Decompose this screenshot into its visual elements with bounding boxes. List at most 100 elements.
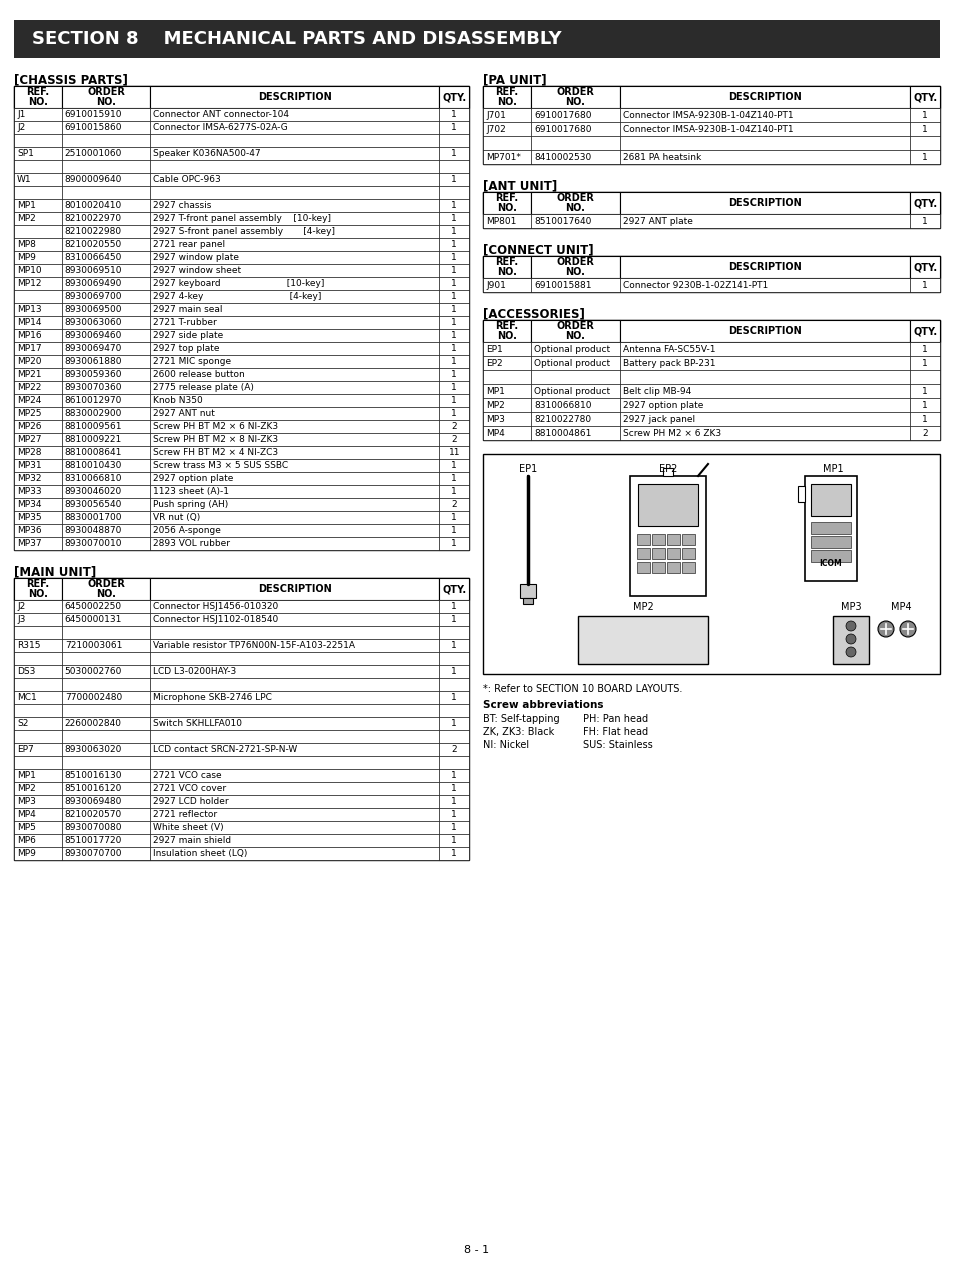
Bar bbox=[14, 499, 62, 511]
Bar bbox=[619, 412, 909, 426]
Text: 2: 2 bbox=[922, 429, 927, 438]
Bar bbox=[439, 743, 469, 756]
Text: MP10: MP10 bbox=[17, 266, 42, 275]
Bar bbox=[909, 370, 939, 384]
Text: Optional product: Optional product bbox=[534, 387, 610, 396]
Text: 2: 2 bbox=[451, 500, 456, 509]
Bar bbox=[531, 356, 619, 370]
Bar bbox=[14, 265, 62, 277]
Bar bbox=[151, 173, 439, 186]
Bar bbox=[439, 382, 469, 394]
Bar bbox=[439, 717, 469, 730]
Bar bbox=[151, 212, 439, 225]
Bar bbox=[62, 446, 151, 459]
Bar bbox=[810, 550, 850, 562]
Text: DESCRIPTION: DESCRIPTION bbox=[727, 262, 801, 272]
Bar bbox=[531, 426, 619, 440]
Text: 2721 rear panel: 2721 rear panel bbox=[153, 240, 226, 249]
Text: 8930069470: 8930069470 bbox=[65, 343, 122, 354]
Text: LCD contact SRCN-2721-SP-N-W: LCD contact SRCN-2721-SP-N-W bbox=[153, 745, 297, 754]
Bar bbox=[62, 329, 151, 342]
Text: 8930070700: 8930070700 bbox=[65, 848, 122, 859]
Text: 2721 MIC sponge: 2721 MIC sponge bbox=[153, 357, 232, 366]
Text: REF.: REF. bbox=[27, 86, 50, 97]
Text: 1: 1 bbox=[451, 641, 456, 650]
Text: Variable resistor TP76N00N-15F-A103-2251A: Variable resistor TP76N00N-15F-A103-2251… bbox=[153, 641, 355, 650]
Text: Screw PH BT M2 × 6 NI-ZK3: Screw PH BT M2 × 6 NI-ZK3 bbox=[153, 422, 278, 431]
Text: NO.: NO. bbox=[28, 97, 48, 107]
Bar bbox=[439, 665, 469, 678]
Bar bbox=[439, 303, 469, 315]
Text: MP4: MP4 bbox=[17, 810, 35, 819]
Text: 6910015910: 6910015910 bbox=[65, 109, 122, 120]
Text: 8930069500: 8930069500 bbox=[65, 305, 122, 314]
Text: MP22: MP22 bbox=[17, 383, 41, 392]
Text: 2600 release button: 2600 release button bbox=[153, 370, 245, 379]
Bar bbox=[439, 355, 469, 368]
Bar bbox=[578, 616, 707, 664]
Text: 1: 1 bbox=[922, 111, 927, 120]
Text: EP7: EP7 bbox=[17, 745, 33, 754]
Bar bbox=[909, 426, 939, 440]
Bar bbox=[439, 420, 469, 432]
Text: QTY.: QTY. bbox=[912, 326, 936, 336]
Bar bbox=[14, 653, 62, 665]
Bar bbox=[151, 459, 439, 472]
Text: 2927 ANT nut: 2927 ANT nut bbox=[153, 410, 215, 418]
Text: MP2: MP2 bbox=[485, 401, 504, 410]
Bar bbox=[14, 315, 62, 329]
Bar bbox=[531, 108, 619, 122]
Bar bbox=[439, 225, 469, 238]
Bar bbox=[151, 730, 439, 743]
Bar bbox=[482, 342, 531, 356]
Bar bbox=[14, 432, 62, 446]
Bar bbox=[151, 782, 439, 795]
Bar bbox=[14, 394, 62, 407]
Bar bbox=[909, 214, 939, 228]
Bar bbox=[151, 225, 439, 238]
Text: DESCRIPTION: DESCRIPTION bbox=[727, 92, 801, 102]
Bar bbox=[62, 108, 151, 121]
Bar bbox=[651, 562, 664, 572]
Bar bbox=[62, 225, 151, 238]
Text: MP9: MP9 bbox=[17, 253, 36, 262]
Text: NO.: NO. bbox=[497, 97, 517, 107]
Text: 1: 1 bbox=[451, 719, 456, 728]
Text: Microphone SKB-2746 LPC: Microphone SKB-2746 LPC bbox=[153, 693, 273, 702]
Bar bbox=[14, 186, 62, 198]
Bar bbox=[14, 277, 62, 290]
Text: 1: 1 bbox=[451, 487, 456, 496]
Text: Connector IMSA-6277S-02A-G: Connector IMSA-6277S-02A-G bbox=[153, 123, 288, 132]
Bar bbox=[62, 394, 151, 407]
Text: 7210003061: 7210003061 bbox=[65, 641, 122, 650]
Bar bbox=[62, 782, 151, 795]
Text: MP36: MP36 bbox=[17, 527, 42, 536]
Bar bbox=[62, 238, 151, 251]
Bar bbox=[62, 678, 151, 691]
Bar bbox=[62, 160, 151, 173]
Bar bbox=[832, 616, 868, 664]
Text: 1: 1 bbox=[451, 214, 456, 223]
Text: Screw PH BT M2 × 8 NI-ZK3: Screw PH BT M2 × 8 NI-ZK3 bbox=[153, 435, 278, 444]
Text: 1: 1 bbox=[451, 667, 456, 675]
Bar bbox=[619, 256, 909, 279]
Bar bbox=[439, 770, 469, 782]
Bar bbox=[681, 534, 695, 544]
Bar bbox=[14, 225, 62, 238]
Bar bbox=[439, 86, 469, 108]
Bar bbox=[14, 485, 62, 499]
Text: QTY.: QTY. bbox=[912, 92, 936, 102]
Bar bbox=[482, 384, 531, 398]
Bar bbox=[151, 511, 439, 524]
Bar bbox=[151, 600, 439, 613]
Bar bbox=[482, 256, 939, 293]
Text: MC1: MC1 bbox=[17, 693, 37, 702]
Bar bbox=[619, 356, 909, 370]
Text: QTY.: QTY. bbox=[912, 198, 936, 209]
Bar bbox=[151, 770, 439, 782]
Text: J2: J2 bbox=[17, 123, 25, 132]
Text: 8010020410: 8010020410 bbox=[65, 201, 122, 210]
Circle shape bbox=[845, 621, 855, 631]
Text: 1: 1 bbox=[451, 410, 456, 418]
Text: 1: 1 bbox=[451, 123, 456, 132]
